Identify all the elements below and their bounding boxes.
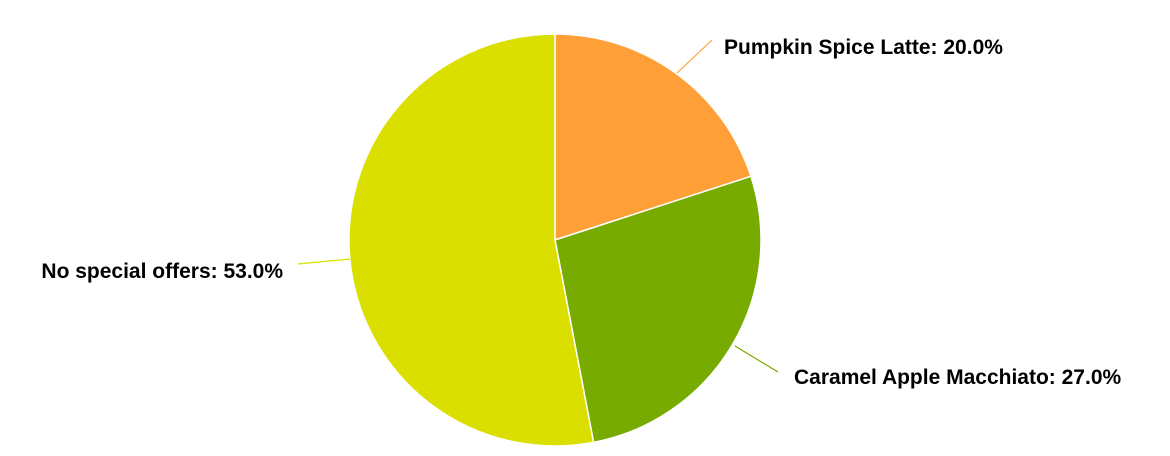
pie-slice-pumpkin-spice-latte xyxy=(554,33,752,241)
pie-slices xyxy=(348,33,762,447)
slice-label-pumpkin-spice-latte: Pumpkin Spice Latte: 20.0% xyxy=(724,36,1003,59)
slice-label-no-special-offers: No special offers: 53.0% xyxy=(41,260,283,283)
leader-line-pumpkin-spice-latte xyxy=(676,39,713,74)
pie-labels: Pumpkin Spice Latte: 20.0% Caramel Apple … xyxy=(41,36,1121,389)
pie-slice-caramel-apple-macchiato xyxy=(554,175,762,444)
pie-leader-lines xyxy=(297,39,779,373)
leader-line-caramel-apple-macchiato xyxy=(734,345,779,373)
leader-line-no-special-offers xyxy=(297,258,351,265)
slice-label-caramel-apple-macchiato: Caramel Apple Macchiato: 27.0% xyxy=(794,366,1121,389)
